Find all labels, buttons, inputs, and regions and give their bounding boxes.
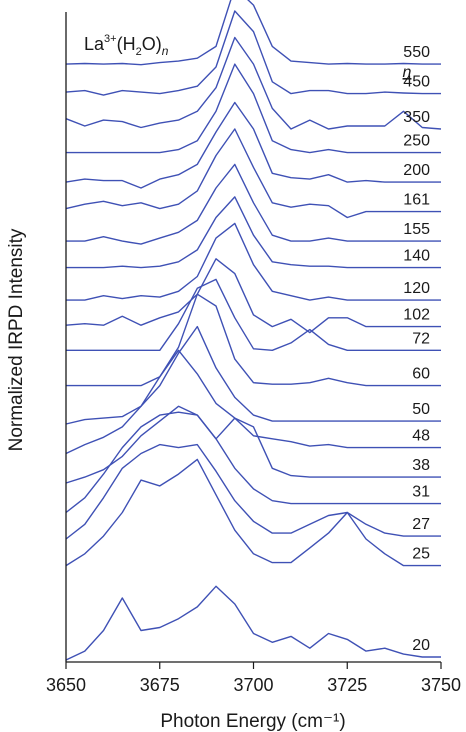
trace-n-250: [66, 63, 441, 154]
trace-label-250: 250: [403, 133, 430, 150]
trace-label-450: 450: [403, 74, 430, 91]
trace-label-20: 20: [412, 637, 430, 654]
x-axis-ticks: 3650 3675 3700 3725 3750: [46, 662, 461, 695]
trace-n-25: [65, 458, 441, 567]
trace-label-550: 550: [403, 44, 430, 61]
spectra-traces: [65, 0, 442, 661]
trace-n-72: [66, 278, 441, 351]
title-sup: 3+: [104, 33, 117, 45]
trace-n-31: [65, 411, 441, 514]
trace-label-38: 38: [412, 457, 430, 474]
trace-n-140: [66, 196, 441, 269]
title-mid1: (H: [117, 34, 136, 54]
x-tick-label-3725: 3725: [327, 675, 367, 695]
trace-label-120: 120: [403, 280, 430, 297]
trace-n-350: [65, 36, 442, 130]
trace-n-200: [65, 101, 441, 189]
trace-n-60: [66, 293, 441, 387]
trace-label-161: 161: [403, 192, 430, 209]
trace-n-102: [65, 258, 441, 334]
trace-n-120: [66, 222, 441, 301]
trace-label-31: 31: [412, 484, 430, 501]
title-base: La: [84, 34, 105, 54]
trace-label-60: 60: [412, 366, 430, 383]
trace-n-27: [65, 443, 441, 540]
trace-label-27: 27: [412, 516, 430, 533]
trace-n-161: [65, 128, 441, 219]
x-tick-label-3750: 3750: [421, 675, 461, 695]
legend-header: n: [403, 64, 412, 81]
x-tick-label-3675: 3675: [140, 675, 180, 695]
trace-n-48: [65, 349, 441, 455]
trace-n-155: [66, 163, 441, 245]
y-axis-label: Normalized IRPD Intensity: [6, 228, 27, 451]
chart-title: La3+(H2O)n: [84, 33, 169, 58]
trace-label-102: 102: [403, 307, 430, 324]
x-tick-label-3700: 3700: [233, 675, 273, 695]
trace-label-25: 25: [412, 546, 430, 563]
trace-n-20: [65, 585, 441, 661]
trace-label-48: 48: [412, 428, 430, 445]
trace-labels: 550 450 350 250 200 161 155 140 120 102 72 60 50 48 38…: [403, 44, 430, 654]
trace-n-550: [65, 0, 441, 66]
trace-label-200: 200: [403, 162, 430, 179]
title-sub2: n: [162, 44, 169, 58]
trace-label-350: 350: [403, 109, 430, 126]
trace-n-38: [65, 405, 441, 484]
x-tick-label-3650: 3650: [46, 675, 86, 695]
trace-label-155: 155: [403, 221, 430, 238]
title-mid2: O): [142, 34, 162, 54]
trace-n-450: [65, 10, 441, 96]
trace-label-140: 140: [403, 248, 430, 265]
trace-n-50: [65, 325, 441, 425]
x-axis-label: Photon Energy (cm⁻¹): [160, 711, 345, 732]
title-sub1: 2: [136, 46, 142, 58]
trace-label-50: 50: [412, 401, 430, 418]
trace-label-72: 72: [412, 330, 430, 347]
